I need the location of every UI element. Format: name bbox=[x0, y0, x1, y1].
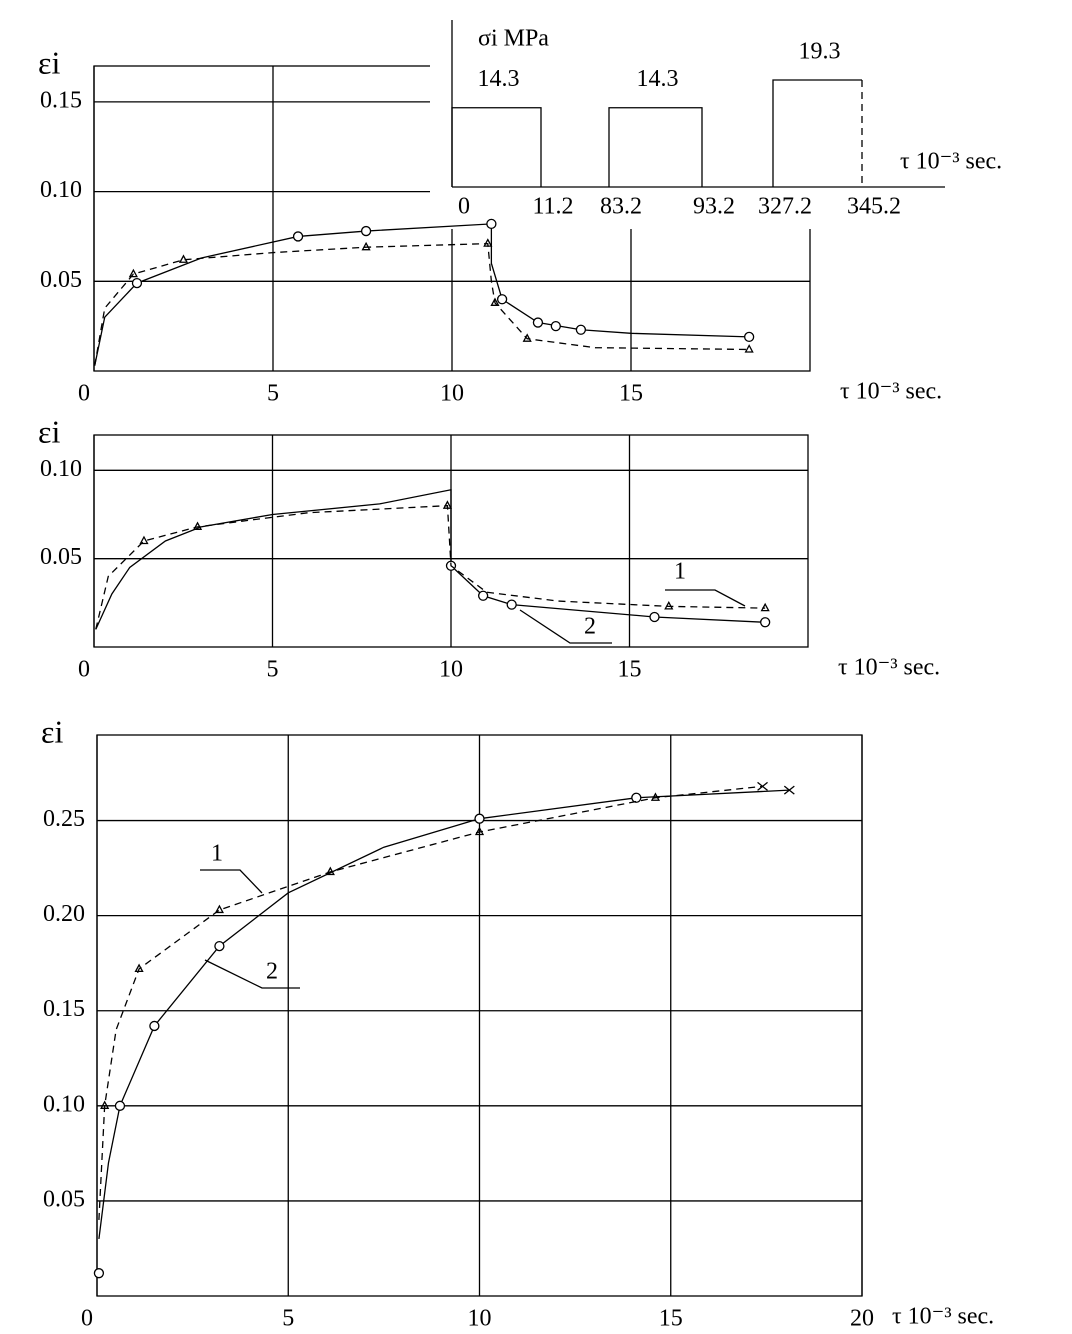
series-label: 1 bbox=[674, 559, 686, 585]
y-tick-label: 0.15 bbox=[43, 996, 85, 1022]
marker bbox=[442, 500, 453, 509]
x-tick-label: 10 bbox=[439, 657, 463, 683]
marker bbox=[760, 617, 771, 628]
marker bbox=[178, 254, 189, 263]
marker bbox=[477, 590, 489, 601]
leader-line bbox=[519, 609, 612, 644]
inset-title: σi MPa bbox=[478, 26, 549, 52]
end-marker bbox=[783, 785, 795, 795]
y-tick-label: 0.25 bbox=[43, 806, 85, 832]
x-tick-label: 5 bbox=[267, 657, 279, 683]
x-tick-label: 15 bbox=[618, 657, 642, 683]
marker bbox=[131, 277, 143, 289]
x-tick-label: 15 bbox=[619, 381, 643, 407]
marker bbox=[139, 535, 149, 545]
x-axis-label: τ 10⁻³ sec. bbox=[840, 379, 942, 405]
marker bbox=[744, 344, 754, 353]
marker bbox=[649, 611, 660, 623]
marker bbox=[550, 320, 561, 332]
series-label: 1 bbox=[211, 841, 223, 867]
bar bbox=[608, 107, 703, 187]
marker bbox=[128, 268, 138, 278]
marker bbox=[325, 866, 335, 876]
marker bbox=[760, 602, 770, 612]
marker bbox=[134, 963, 144, 973]
x-tick-label: 0 bbox=[78, 657, 90, 683]
marker bbox=[486, 218, 497, 230]
x-tick-label: 5 bbox=[282, 1306, 294, 1332]
curve bbox=[95, 504, 766, 630]
x-tick-label: 20 bbox=[850, 1306, 874, 1332]
y-tick-label: 0.15 bbox=[40, 87, 82, 113]
marker bbox=[631, 792, 642, 803]
marker bbox=[474, 826, 485, 836]
y-tick-label: 0.10 bbox=[40, 456, 82, 482]
y-tick-label: 0.05 bbox=[40, 544, 82, 570]
x-tick-label: 15 bbox=[659, 1306, 683, 1332]
curve bbox=[94, 223, 750, 366]
marker bbox=[361, 241, 371, 251]
x-tick-label: 345.2 bbox=[847, 194, 901, 220]
marker bbox=[490, 297, 500, 306]
x-tick-label: 10 bbox=[440, 381, 464, 407]
x-tick-label: 83.2 bbox=[600, 194, 642, 220]
marker bbox=[360, 225, 372, 237]
x-tick-label: 327.2 bbox=[758, 194, 812, 220]
x-axis-label: τ 10⁻³ sec. bbox=[900, 149, 1002, 175]
marker bbox=[214, 940, 225, 952]
y-tick-label: 0.10 bbox=[40, 177, 82, 203]
y-tick-label: 0.20 bbox=[43, 901, 85, 927]
x-tick-label: 10 bbox=[468, 1306, 492, 1332]
y-axis-label: εi bbox=[38, 413, 60, 449]
x-tick-label: 0 bbox=[458, 194, 470, 220]
x-tick-label: 5 bbox=[267, 381, 279, 407]
leader-line bbox=[200, 869, 263, 894]
end-marker bbox=[757, 781, 768, 791]
marker bbox=[192, 521, 203, 531]
x-tick-label: 0 bbox=[81, 1306, 93, 1332]
leader-line bbox=[204, 959, 300, 989]
y-tick-label: 0.05 bbox=[43, 1186, 85, 1212]
y-axis-label: εi bbox=[38, 44, 60, 80]
series-label: 2 bbox=[266, 959, 278, 985]
marker bbox=[214, 904, 224, 914]
marker bbox=[483, 238, 493, 247]
marker bbox=[743, 331, 755, 343]
x-axis-label: τ 10⁻³ sec. bbox=[838, 655, 940, 681]
mask bbox=[430, 0, 1072, 229]
marker bbox=[650, 792, 661, 801]
x-tick-label: 0 bbox=[78, 381, 90, 407]
marker bbox=[292, 231, 304, 242]
value-label: 14.3 bbox=[637, 66, 679, 92]
curve bbox=[98, 789, 790, 1240]
bar bbox=[451, 107, 542, 187]
marker bbox=[522, 333, 532, 342]
marker bbox=[114, 1100, 126, 1111]
value-label: 14.3 bbox=[478, 66, 520, 92]
y-tick-label: 0.05 bbox=[40, 267, 82, 293]
marker bbox=[474, 813, 485, 824]
curve bbox=[95, 488, 766, 630]
curve bbox=[94, 242, 750, 366]
leader-line bbox=[665, 589, 746, 607]
y-tick-label: 0.10 bbox=[43, 1091, 85, 1117]
marker bbox=[575, 324, 587, 335]
x-tick-label: 93.2 bbox=[693, 194, 735, 220]
series-label: 2 bbox=[584, 614, 596, 640]
marker bbox=[149, 1020, 160, 1032]
curve bbox=[98, 785, 763, 1220]
value-label: 19.3 bbox=[799, 39, 841, 65]
x-tick-label: 11.2 bbox=[532, 194, 573, 220]
marker bbox=[664, 600, 674, 610]
marker bbox=[100, 1100, 110, 1109]
y-axis-label: εi bbox=[41, 713, 63, 749]
marker bbox=[532, 317, 544, 328]
marker bbox=[496, 294, 508, 305]
x-axis-label: τ 10⁻³ sec. bbox=[892, 1304, 994, 1330]
bar bbox=[772, 79, 862, 187]
marker bbox=[506, 599, 517, 610]
marker bbox=[93, 1268, 105, 1279]
